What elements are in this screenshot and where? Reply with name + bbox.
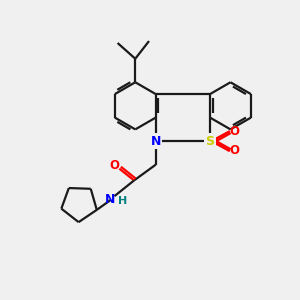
Text: O: O — [230, 145, 240, 158]
Text: S: S — [206, 135, 214, 148]
Text: N: N — [105, 193, 116, 206]
Text: N: N — [151, 135, 161, 148]
Text: O: O — [230, 125, 240, 138]
Text: H: H — [118, 196, 127, 206]
Text: N: N — [151, 135, 161, 148]
Text: S: S — [206, 135, 214, 148]
Text: O: O — [110, 159, 119, 172]
